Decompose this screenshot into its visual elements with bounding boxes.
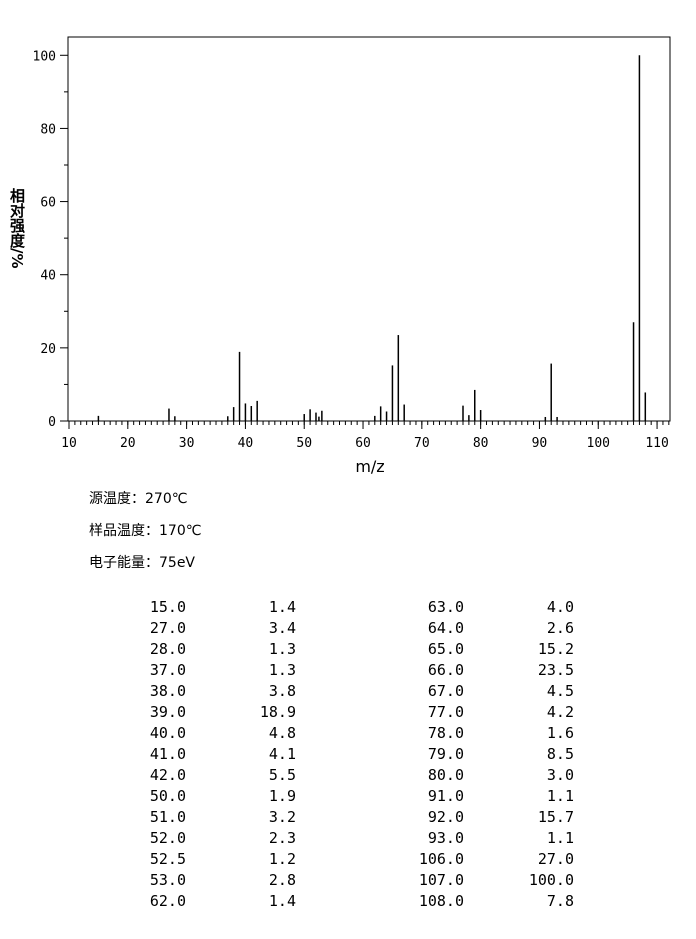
table-cell: 52.0: [150, 829, 186, 847]
table-cell: 107.0: [419, 871, 464, 889]
x-tick-label: 20: [120, 436, 136, 451]
x-tick-label: 60: [355, 436, 371, 451]
table-cell: 4.0: [547, 598, 574, 616]
x-tick-label: 40: [238, 436, 254, 451]
table-cell: 52.5: [150, 850, 186, 868]
table-cell: 62.0: [150, 892, 186, 910]
x-tick-label: 90: [532, 436, 548, 451]
table-cell: 64.0: [428, 619, 464, 637]
table-cell: 80.0: [428, 766, 464, 784]
table-cell: 78.0: [428, 724, 464, 742]
table-cell: 1.1: [547, 787, 574, 805]
plot-frame: [67, 36, 671, 422]
x-tick-label: 10: [61, 436, 77, 451]
y-tick-label: 100: [33, 49, 56, 64]
table-cell: 1.4: [269, 892, 296, 910]
table-cell: 93.0: [428, 829, 464, 847]
table-cell: 2.6: [547, 619, 574, 637]
table-cell: 63.0: [428, 598, 464, 616]
table-cell: 65.0: [428, 640, 464, 658]
table-cell: 42.0: [150, 766, 186, 784]
table-cell: 3.0: [547, 766, 574, 784]
table-cell: 106.0: [419, 850, 464, 868]
info-line: 源温度：270℃: [89, 491, 187, 507]
table-cell: 5.5: [269, 766, 296, 784]
table-cell: 37.0: [150, 661, 186, 679]
table-cell: 18.9: [260, 703, 296, 721]
table-cell: 1.3: [269, 661, 296, 679]
y-tick-label: 40: [40, 269, 56, 284]
table-cell: 4.1: [269, 745, 296, 763]
x-axis-label: m/z: [355, 457, 384, 476]
x-tick-label: 70: [414, 436, 430, 451]
table-cell: 23.5: [538, 661, 574, 679]
table-cell: 8.5: [547, 745, 574, 763]
table-cell: 3.2: [269, 808, 296, 826]
table-cell: 27.0: [150, 619, 186, 637]
table-cell: 28.0: [150, 640, 186, 658]
table-cell: 1.4: [269, 598, 296, 616]
table-cell: 40.0: [150, 724, 186, 742]
y-tick-label: 0: [48, 415, 56, 430]
table-cell: 108.0: [419, 892, 464, 910]
table-cell: 41.0: [150, 745, 186, 763]
table-cell: 15.7: [538, 808, 574, 826]
table-cell: 66.0: [428, 661, 464, 679]
table-cell: 77.0: [428, 703, 464, 721]
table-cell: 50.0: [150, 787, 186, 805]
table-cell: 38.0: [150, 682, 186, 700]
info-line: 样品温度：170℃: [89, 523, 201, 539]
table-cell: 15.0: [150, 598, 186, 616]
table-cell: 1.2: [269, 850, 296, 868]
table-cell: 1.3: [269, 640, 296, 658]
table-cell: 100.0: [529, 871, 574, 889]
x-tick-label: 100: [587, 436, 610, 451]
table-cell: 67.0: [428, 682, 464, 700]
table-cell: 3.8: [269, 682, 296, 700]
table-cell: 1.6: [547, 724, 574, 742]
table-cell: 1.9: [269, 787, 296, 805]
x-tick-label: 50: [296, 436, 312, 451]
table-cell: 79.0: [428, 745, 464, 763]
x-tick-label: 30: [179, 436, 195, 451]
table-cell: 2.3: [269, 829, 296, 847]
info-line: 电子能量：75eV: [89, 555, 195, 571]
x-tick-label: 80: [473, 436, 489, 451]
table-cell: 4.8: [269, 724, 296, 742]
y-axis-label: 相对强度/%: [8, 187, 26, 268]
table-cell: 51.0: [150, 808, 186, 826]
table-cell: 7.8: [547, 892, 574, 910]
table-cell: 91.0: [428, 787, 464, 805]
x-tick-label: 110: [645, 436, 668, 451]
table-cell: 27.0: [538, 850, 574, 868]
table-cell: 2.8: [269, 871, 296, 889]
table-cell: 4.5: [547, 682, 574, 700]
table-cell: 4.2: [547, 703, 574, 721]
table-cell: 1.1: [547, 829, 574, 847]
table-cell: 39.0: [150, 703, 186, 721]
table-cell: 53.0: [150, 871, 186, 889]
table-cell: 92.0: [428, 808, 464, 826]
y-tick-label: 80: [40, 122, 56, 137]
table-cell: 15.2: [538, 640, 574, 658]
y-tick-label: 20: [40, 342, 56, 357]
y-tick-label: 60: [40, 196, 56, 211]
table-cell: 3.4: [269, 619, 296, 637]
